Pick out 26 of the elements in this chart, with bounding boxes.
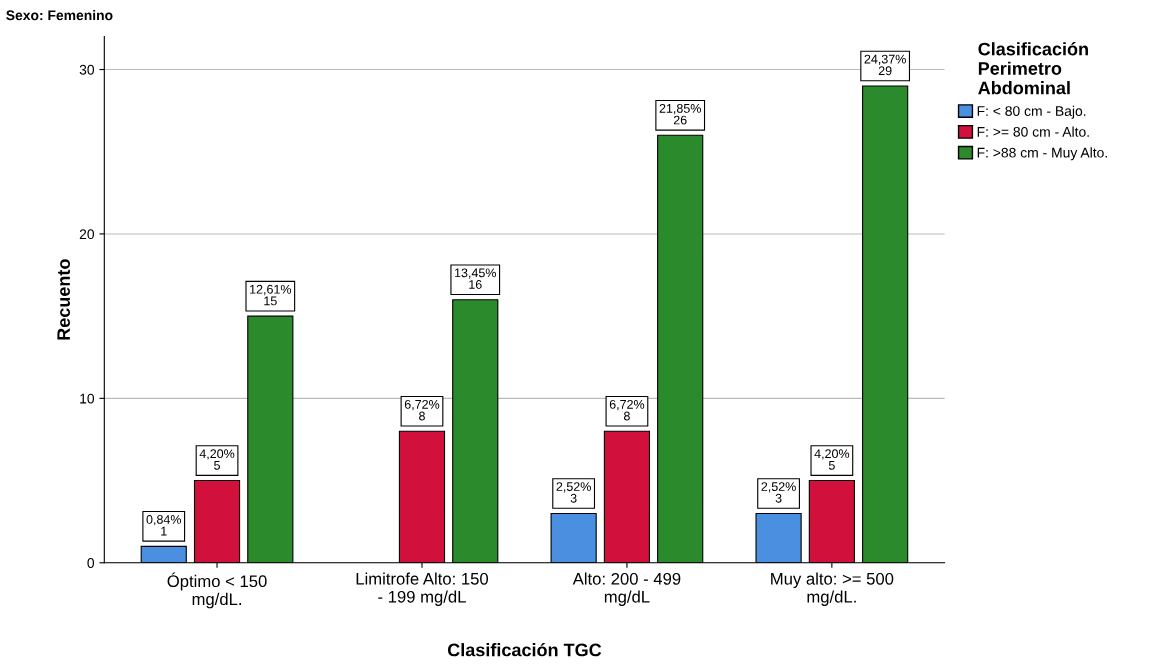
y-tick-label: 20 [79,229,95,240]
data-label: 24,37% 29 [864,54,906,76]
data-label: 12,61% 15 [250,284,292,306]
data-label: 0,84% 1 [146,515,182,536]
data-label: 4,20% 5 [814,449,850,470]
data-label: 6,72% 8 [404,399,440,421]
legend-label: F: >88 cm - Muy Alto. [977,147,1107,161]
data-label: 2,52% 3 [556,482,591,503]
y-tick-label: 30 [79,64,95,75]
x-axis-title: Clasificación TGC [447,642,602,657]
data-label: 2,52% 3 [761,482,796,503]
data-label: 6,72% 8 [609,399,645,421]
legend-label: F: >= 80 cm - Alto. [977,126,1089,137]
y-tick-label: 10 [80,393,95,404]
data-label: 21,85% 26 [659,103,701,125]
y-axis-title: Recuento [57,259,71,340]
x-tick-label: Alto: 200 - 499 mg/dL [572,572,681,606]
legend-label: F: < 80 cm - Bajo. [977,105,1086,119]
data-label: 13,45% 16 [455,268,497,289]
x-tick-label: Óptimo < 150 mg/dL. [167,572,267,609]
text: Sexo: Femenino [6,9,113,21]
x-tick-label: Limitrofe Alto: 150 - 199 mg/dL [356,572,489,606]
data-label: 4,20% 5 [199,449,235,470]
x-tick-label: Muy alto: >= 500 mg/dL. [771,572,894,606]
legend-title: Clasificación Perimetro Abdominal [978,42,1088,95]
y-tick-label: 0 [87,558,95,568]
